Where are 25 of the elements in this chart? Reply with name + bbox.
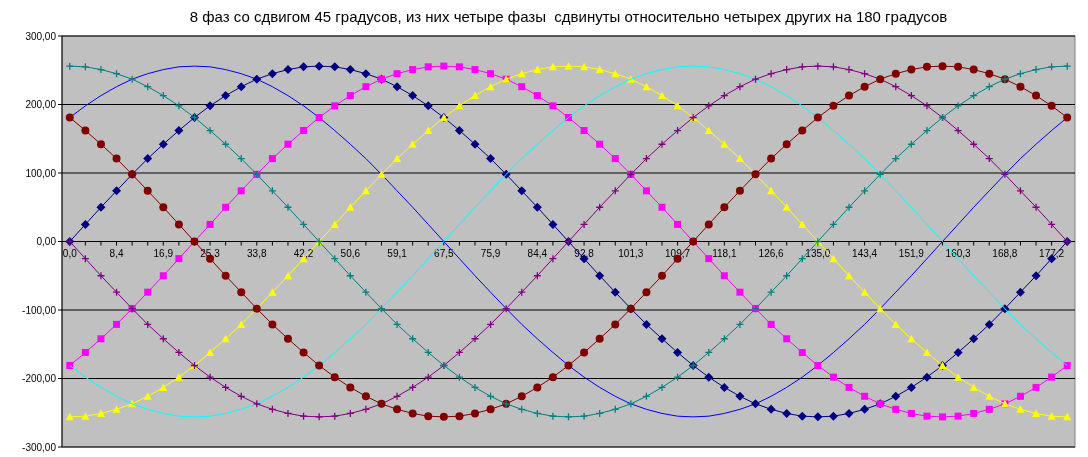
y-tick-label: 200,00 bbox=[25, 99, 57, 110]
y-tick-label: 300,00 bbox=[25, 30, 57, 42]
y-tick-label: 0,00 bbox=[36, 236, 57, 247]
x-tick-label: 33,8 bbox=[247, 247, 267, 259]
x-tick-label: 168,8 bbox=[992, 247, 1018, 259]
x-tick-label: 118,1 bbox=[712, 247, 737, 259]
x-tick-label: 8,4 bbox=[109, 247, 124, 259]
x-tick-label: 16,9 bbox=[153, 247, 174, 259]
x-tick-label: 0,0 bbox=[62, 247, 78, 259]
y-tick-label: 100,00 bbox=[25, 167, 57, 179]
y-tick-label: -300,00 bbox=[22, 441, 57, 453]
x-tick-label: 50,6 bbox=[340, 247, 361, 259]
x-tick-label: 59,1 bbox=[387, 247, 408, 259]
x-tick-label: 42,2 bbox=[293, 247, 314, 259]
y-tick-label: -200,00 bbox=[22, 373, 57, 384]
chart-title: 8 фаз со сдвигом 45 градусов, из них четыре фазы сдвинуты относительно четырех других на 180 градусов bbox=[189, 8, 948, 25]
x-tick-label: 101,3 bbox=[618, 247, 644, 259]
x-tick-label: 67,5 bbox=[434, 247, 454, 259]
x-tick-label: 143,4 bbox=[852, 247, 878, 259]
x-tick-label: 151,9 bbox=[898, 247, 925, 259]
x-tick-label: 84,4 bbox=[527, 247, 548, 259]
x-tick-label: 75,9 bbox=[480, 247, 501, 259]
x-tick-label: 126,6 bbox=[758, 247, 785, 259]
x-tick-label: 135,0 bbox=[805, 247, 831, 259]
y-tick-label: -100,00 bbox=[22, 304, 57, 316]
